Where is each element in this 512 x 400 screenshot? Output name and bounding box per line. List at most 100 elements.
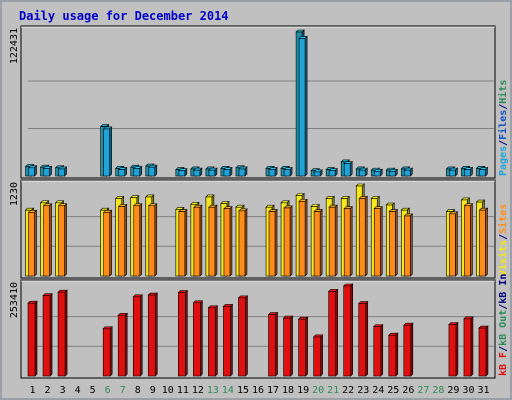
panel-hits-bar-files-23 xyxy=(358,169,366,177)
panel-visits-legend-item-2: Sites xyxy=(497,204,509,234)
x-tick-label-5: 5 xyxy=(90,385,96,396)
panel-visits-bar-sites-7-side xyxy=(124,203,128,277)
x-tick-label-4: 4 xyxy=(75,385,81,396)
x-tick-label-22: 22 xyxy=(342,385,354,396)
panel-hits-legend-item-1: / xyxy=(498,140,509,146)
panel-visits-bar-sites-26 xyxy=(404,215,411,277)
panel-visits-bar-sites-8 xyxy=(133,205,141,277)
panel-kbytes-bar-kb-f-9 xyxy=(147,294,156,377)
x-tick-label-25: 25 xyxy=(387,385,399,396)
panel-visits-bar-sites-3 xyxy=(58,205,65,277)
x-tick-label-20: 20 xyxy=(312,385,324,396)
panel-visits-bar-sites-1 xyxy=(28,212,35,277)
panel-visits-bar-sites-19 xyxy=(298,201,306,277)
panel-hits-ymax-label: 122431 xyxy=(9,28,20,64)
panel-hits-bar-files-2 xyxy=(43,168,50,177)
x-tick-label-2: 2 xyxy=(45,385,51,396)
x-tick-label-7: 7 xyxy=(120,385,126,396)
panel-visits-bar-sites-11-side xyxy=(184,208,188,277)
panel-kbytes-bar-kb-f-22 xyxy=(343,285,351,377)
panel-hits-bar-files-3 xyxy=(58,168,65,177)
x-tick-label-17: 17 xyxy=(267,385,279,396)
x-tick-label-31: 31 xyxy=(477,385,489,396)
panel-kbytes-bar-kb-f-11-side xyxy=(185,289,188,377)
panel-hits-bar-files-30 xyxy=(464,169,471,177)
x-tick-label-26: 26 xyxy=(402,385,414,396)
panel-visits-bar-sites-6 xyxy=(103,212,110,277)
panel-kbytes-bar-kb-f-19 xyxy=(298,318,306,377)
panel-kbytes-bar-kb-f-14-side xyxy=(230,303,233,377)
panel-kbytes-bar-kb-f-26 xyxy=(403,324,412,377)
panel-hits-bar-files-15 xyxy=(238,168,246,177)
panel-visits-bar-sites-12-side xyxy=(199,204,203,277)
panel-visits-bar-sites-6-side xyxy=(109,209,112,277)
panel-visits-bar-sites-12 xyxy=(193,206,201,277)
panel-kbytes-bar-kb-f-25 xyxy=(388,334,397,377)
panel-hits-bar-files-24 xyxy=(373,170,381,177)
panel-visits-bar-sites-15-side xyxy=(244,208,248,277)
panel-hits-bar-files-15-side xyxy=(244,166,248,177)
panel-visits-bar-sites-21 xyxy=(328,206,336,277)
x-tick-label-13: 13 xyxy=(207,385,219,396)
x-tick-label-27: 27 xyxy=(417,385,429,396)
panel-kbytes-bar-kb-f-21 xyxy=(328,291,336,377)
panel-hits-bar-files-13 xyxy=(208,169,216,177)
panel-kbytes-bar-kb-f-13-side xyxy=(215,305,218,377)
panel-hits-bar-files-6-side xyxy=(109,126,112,177)
x-tick-label-30: 30 xyxy=(462,385,474,396)
panel-hits-bar-files-8-side xyxy=(139,165,143,177)
panel-visits-bar-sites-14 xyxy=(223,208,231,277)
panel-visits-bar-sites-13-side xyxy=(214,204,218,277)
panel-hits-bar-files-11 xyxy=(178,170,186,177)
x-tick-label-1: 1 xyxy=(30,385,36,396)
panel-visits-bar-sites-20 xyxy=(313,211,321,277)
panel-kbytes-bar-kb-f-8-side xyxy=(139,294,143,377)
panel-kbytes-bar-kb-f-20 xyxy=(313,336,321,377)
x-tick-label-21: 21 xyxy=(327,385,339,396)
x-tick-label-9: 9 xyxy=(150,385,156,396)
panel-hits-bar-files-26 xyxy=(404,169,411,177)
x-tick-label-10: 10 xyxy=(162,385,174,396)
panel-visits-bar-sites-25 xyxy=(388,211,396,277)
panel-hits-bar-files-31 xyxy=(479,169,486,177)
x-tick-label-3: 3 xyxy=(60,385,66,396)
panel-kbytes-bar-kb-f-24 xyxy=(373,326,382,377)
x-tick-label-15: 15 xyxy=(237,385,249,396)
panel-hits-bar-files-8 xyxy=(133,168,141,177)
panel-kbytes-legend-item-1: / xyxy=(498,346,509,352)
x-tick-label-29: 29 xyxy=(447,385,459,396)
panel-visits-bar-sites-2 xyxy=(43,205,50,277)
panel-kbytes-bar-kb-f-6 xyxy=(102,328,111,377)
panel-kbytes-legend-item-4: kB In xyxy=(498,274,509,304)
panel-hits-bar-files-14 xyxy=(223,169,231,177)
x-tick-label-12: 12 xyxy=(192,385,204,396)
panel-hits-bar-files-22 xyxy=(343,163,351,177)
panel-hits-bar-files-6 xyxy=(103,128,110,177)
panel-kbytes-legend-item-2: kB Out xyxy=(498,310,509,346)
panel-kbytes-bar-kb-f-12 xyxy=(193,302,201,377)
panel-kbytes-bar-kb-f-29 xyxy=(448,324,457,377)
panel-kbytes-bar-kb-f-17 xyxy=(268,314,276,377)
panel-kbytes-bar-kb-f-7 xyxy=(117,314,126,377)
panel-kbytes-bar-kb-f-8 xyxy=(132,296,141,377)
panel-visits-bar-sites-29 xyxy=(449,213,456,277)
panel-kbytes-bar-kb-f-15 xyxy=(238,297,246,377)
panel-hits-bar-files-1 xyxy=(28,167,35,177)
panel-visits-bar-sites-7 xyxy=(118,206,126,277)
panel-kbytes-bar-kb-f-23 xyxy=(358,303,367,377)
panel-kbytes-bar-kb-f-30 xyxy=(463,318,472,377)
panel-kbytes-bar-kb-f-31 xyxy=(478,327,487,377)
panel-visits-bar-sites-23 xyxy=(358,198,366,277)
panel-visits-bar-sites-13 xyxy=(208,206,216,277)
panel-visits-bar-sites-8-side xyxy=(139,203,143,277)
panel-kbytes-legend-item-3: / xyxy=(498,304,509,310)
panel-hits-bar-files-18 xyxy=(283,169,291,177)
panel-kbytes-bar-kb-f-9-side xyxy=(154,292,158,377)
panel-visits-bar-sites-22 xyxy=(343,208,351,277)
panel-hits-bar-files-17 xyxy=(268,169,276,177)
panel-kbytes-bar-kb-f-14 xyxy=(223,306,231,377)
chart-title: Daily usage for December 2014 xyxy=(19,9,229,23)
